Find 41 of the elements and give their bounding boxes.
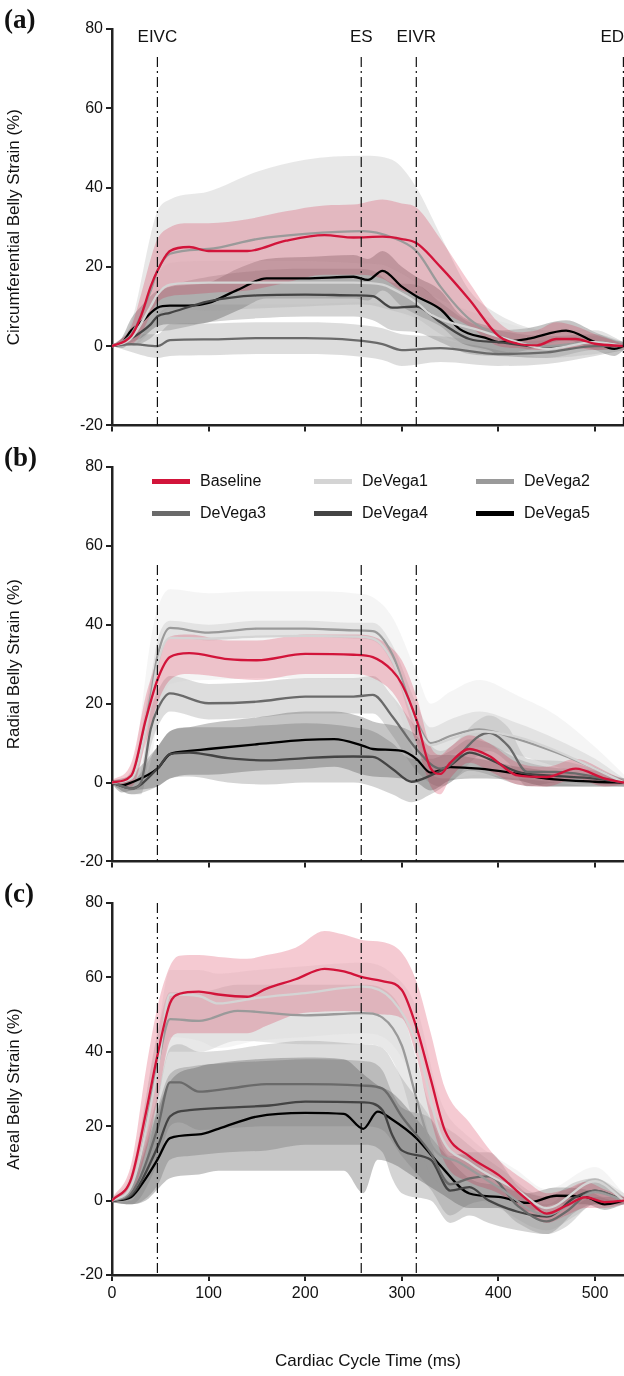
x-tick-label: 100: [195, 1284, 223, 1302]
ref-line-label: ES: [349, 26, 373, 46]
y-tick-label: 80: [85, 893, 104, 911]
y-tick-label: -20: [79, 851, 104, 869]
y-axis-title: Circumferential Belly Strain (%): [3, 109, 23, 346]
legend-label: DeVega5: [524, 504, 590, 522]
chart-title: (c): [4, 877, 34, 908]
ref-line-label: EIVC: [137, 26, 178, 46]
y-axis-title: Areal Belly Strain (%): [3, 1008, 23, 1170]
chart-title: (a): [4, 3, 36, 34]
legend-label: DeVega1: [362, 472, 428, 490]
y-tick-label: 60: [85, 98, 104, 116]
x-tick-label: 500: [581, 1284, 609, 1302]
legend-label: DeVega2: [524, 472, 590, 490]
legend-label: DeVega4: [362, 504, 428, 522]
y-tick-label: 40: [85, 177, 104, 195]
y-tick-label: -20: [79, 415, 104, 433]
y-tick-label: 60: [85, 536, 104, 554]
y-tick-label: 60: [85, 967, 104, 985]
y-tick-label: -20: [79, 1265, 104, 1283]
y-tick-label: 0: [94, 772, 104, 790]
x-tick-label: 0: [107, 1284, 117, 1302]
y-tick-label: 80: [85, 19, 104, 37]
legend-label: Baseline: [200, 472, 262, 490]
x-axis-title: Cardiac Cycle Time (ms): [274, 1351, 462, 1371]
y-tick-label: 0: [94, 1191, 104, 1209]
x-tick-label: 200: [291, 1284, 319, 1302]
y-tick-label: 20: [85, 694, 104, 712]
ref-line-label: EIVR: [396, 26, 437, 46]
chart-title: (b): [4, 441, 37, 472]
x-tick-label: 300: [388, 1284, 416, 1302]
y-tick-label: 40: [85, 1042, 104, 1060]
y-axis-title: Radial Belly Strain (%): [3, 579, 23, 750]
y-tick-label: 0: [94, 336, 104, 354]
x-tick-label: 400: [485, 1284, 512, 1302]
y-tick-label: 20: [85, 1116, 104, 1134]
y-tick-label: 20: [85, 257, 104, 275]
legend-label: DeVega3: [200, 504, 266, 522]
ref-line-label: ED: [600, 26, 624, 46]
y-tick-label: 80: [85, 457, 104, 475]
y-tick-label: 40: [85, 615, 104, 633]
